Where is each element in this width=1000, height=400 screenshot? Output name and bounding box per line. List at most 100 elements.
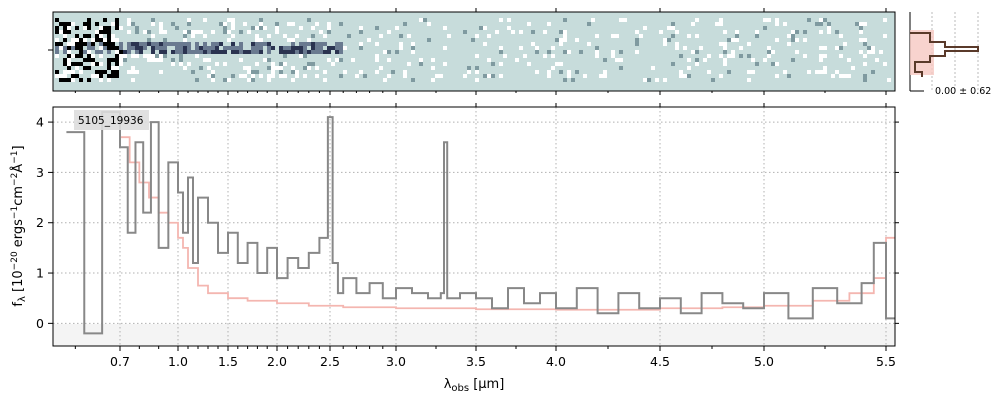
- strip-pixel: [275, 26, 279, 30]
- strip-pixel: [115, 74, 119, 78]
- strip-pixel: [683, 74, 687, 78]
- strip-pixel: [795, 38, 799, 42]
- strip-pixel: [159, 22, 163, 26]
- strip-pixel: [187, 30, 191, 34]
- profile-stats-label: 0.00 ± 0.62: [935, 86, 991, 97]
- strip-pixel: [83, 38, 87, 42]
- strip-pixel: [527, 62, 531, 66]
- strip-pixel: [247, 70, 251, 74]
- strip-pixel: [139, 50, 143, 54]
- strip-pixel: [171, 62, 175, 66]
- strip-pixel: [271, 62, 275, 66]
- strip-pixel: [299, 50, 303, 54]
- strip-pixel: [99, 34, 103, 38]
- strip-pixel: [359, 46, 363, 50]
- strip-pixel: [271, 74, 275, 78]
- strip-pixel: [515, 58, 519, 62]
- strip-pixel: [155, 46, 159, 50]
- strip-pixel: [239, 42, 243, 46]
- strip-pixel: [75, 62, 79, 66]
- strip-pixel: [299, 46, 303, 50]
- x-tick-label: 5.0: [754, 354, 774, 369]
- y-tick-label: 2: [36, 215, 44, 230]
- strip-pixel: [251, 42, 255, 46]
- strip-pixel: [791, 34, 795, 38]
- strip-pixel: [591, 18, 595, 22]
- strip-pixel: [699, 46, 703, 50]
- strip-pixel: [143, 54, 147, 58]
- strip-pixel: [863, 42, 867, 46]
- strip-pixel: [115, 62, 119, 66]
- strip-pixel: [723, 62, 727, 66]
- strip-pixel: [435, 74, 439, 78]
- strip-pixel: [315, 74, 319, 78]
- strip-pixel: [163, 38, 167, 42]
- strip-pixel: [419, 58, 423, 62]
- strip-pixel: [339, 42, 343, 46]
- strip-pixel: [843, 74, 847, 78]
- strip-pixel: [751, 70, 755, 74]
- strip-pixel: [135, 50, 139, 54]
- strip-pixel: [259, 26, 263, 30]
- strip-pixel: [279, 46, 283, 50]
- strip-pixel: [67, 62, 71, 66]
- strip-pixel: [547, 74, 551, 78]
- strip-pixel: [791, 38, 795, 42]
- strip-pixel: [359, 26, 363, 30]
- strip-pixel: [731, 54, 735, 58]
- strip-pixel: [99, 62, 103, 66]
- strip-pixel: [823, 54, 827, 58]
- strip-pixel: [55, 42, 59, 46]
- strip-pixel: [467, 66, 471, 70]
- strip-pixel: [55, 26, 59, 30]
- strip-pixel: [603, 58, 607, 62]
- strip-pixel: [407, 62, 411, 66]
- strip-pixel: [75, 54, 79, 58]
- strip-pixel: [115, 66, 119, 70]
- strip-pixel: [71, 22, 75, 26]
- strip-pixel: [339, 22, 343, 26]
- strip-pixel: [291, 22, 295, 26]
- strip-pixel: [807, 18, 811, 22]
- strip-pixel: [187, 62, 191, 66]
- strip-pixel: [399, 42, 403, 46]
- strip-pixel: [839, 54, 843, 58]
- strip-pixel: [883, 34, 887, 38]
- strip-pixel: [487, 34, 491, 38]
- strip-pixel: [499, 62, 503, 66]
- strip-pixel: [67, 30, 71, 34]
- strip-pixel: [75, 34, 79, 38]
- strip-pixel: [147, 42, 151, 46]
- strip-pixel: [127, 22, 131, 26]
- strip-pixel: [295, 34, 299, 38]
- strip-pixel: [827, 26, 831, 30]
- strip-pixel: [843, 42, 847, 46]
- strip-pixel: [83, 22, 87, 26]
- strip-pixel: [871, 70, 875, 74]
- strip-pixel: [67, 26, 71, 30]
- strip-pixel: [255, 50, 259, 54]
- strip-pixel: [295, 74, 299, 78]
- strip-pixel: [695, 18, 699, 22]
- strip-pixel: [447, 34, 451, 38]
- strip-pixel: [259, 74, 263, 78]
- strip-pixel: [687, 66, 691, 70]
- strip-pixel: [795, 50, 799, 54]
- strip-pixel: [211, 30, 215, 34]
- strip-pixel: [767, 46, 771, 50]
- strip-pixel: [603, 74, 607, 78]
- strip-pixel: [143, 42, 147, 46]
- strip-pixel: [295, 70, 299, 74]
- strip-pixel: [611, 50, 615, 54]
- strip-pixel: [307, 18, 311, 22]
- strip-pixel: [211, 78, 215, 82]
- strip-pixel: [283, 34, 287, 38]
- strip-pixel: [463, 74, 467, 78]
- strip-pixel: [327, 50, 331, 54]
- strip-pixel: [95, 22, 99, 26]
- strip-pixel: [119, 62, 123, 66]
- strip-pixel: [175, 46, 179, 50]
- strip-pixel: [71, 70, 75, 74]
- strip-pixel: [263, 58, 267, 62]
- strip-pixel: [827, 22, 831, 26]
